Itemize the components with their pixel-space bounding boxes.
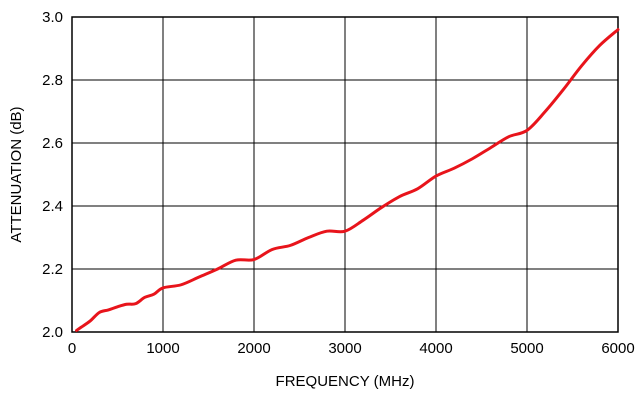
series-layer — [75, 28, 620, 332]
x-tick-label: 4000 — [419, 340, 452, 357]
x-tick-labels: 0 1000 2000 3000 4000 5000 6000 — [68, 340, 635, 357]
y-tick-label: 2.8 — [42, 72, 63, 89]
x-tick-label: 3000 — [328, 340, 361, 357]
y-tick-label: 2.6 — [42, 135, 63, 152]
y-tick-label: 2.4 — [42, 198, 63, 215]
x-tick-label: 0 — [68, 340, 76, 357]
x-tick-label: 5000 — [510, 340, 543, 357]
y-tick-label: 2.2 — [42, 261, 63, 278]
y-tick-label: 3.0 — [42, 9, 63, 26]
x-tick-label: 6000 — [601, 340, 634, 357]
y-tick-label: 2.0 — [42, 324, 63, 341]
series-line — [75, 28, 620, 332]
x-tick-label: 1000 — [146, 340, 179, 357]
y-tick-labels: 2.0 2.2 2.4 2.6 2.8 3.0 — [42, 9, 63, 341]
x-axis-label: FREQUENCY (MHz) — [276, 373, 415, 390]
x-tick-label: 2000 — [237, 340, 270, 357]
y-axis-label: ATTENUATION (dB) — [8, 106, 25, 242]
plot-frame — [71, 16, 619, 333]
grid-lines — [71, 16, 619, 333]
